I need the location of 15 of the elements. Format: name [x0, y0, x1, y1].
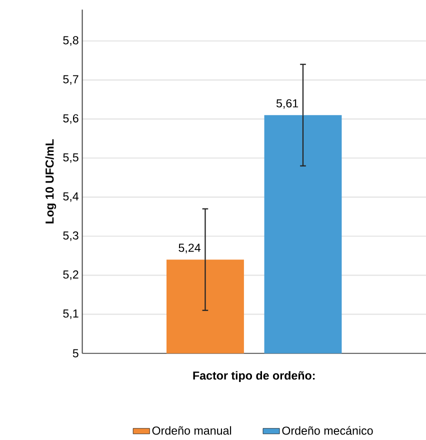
legend-label: Ordeño mecánico [282, 426, 373, 435]
data-label: 5,24 [178, 244, 200, 254]
y-tick-label: 5,5 [62, 153, 78, 163]
y-tick-label: 5,8 [62, 36, 78, 46]
y-tick-label: 5,6 [62, 114, 78, 124]
legend-label: Ordeño manual [152, 426, 231, 435]
y-axis-title: Log 10 UFC/mL [44, 139, 56, 224]
y-tick-label: 5,3 [62, 231, 78, 241]
y-tick-label: 5,1 [62, 310, 78, 320]
y-tick-label: 5,2 [62, 270, 78, 280]
y-tick-label: 5 [72, 349, 78, 358]
data-label: 5,61 [276, 99, 298, 109]
y-tick-label: 5,4 [62, 192, 78, 202]
y-tick-label: 5,7 [62, 75, 78, 85]
x-axis-title: Factor tipo de ordeño: [193, 371, 314, 382]
